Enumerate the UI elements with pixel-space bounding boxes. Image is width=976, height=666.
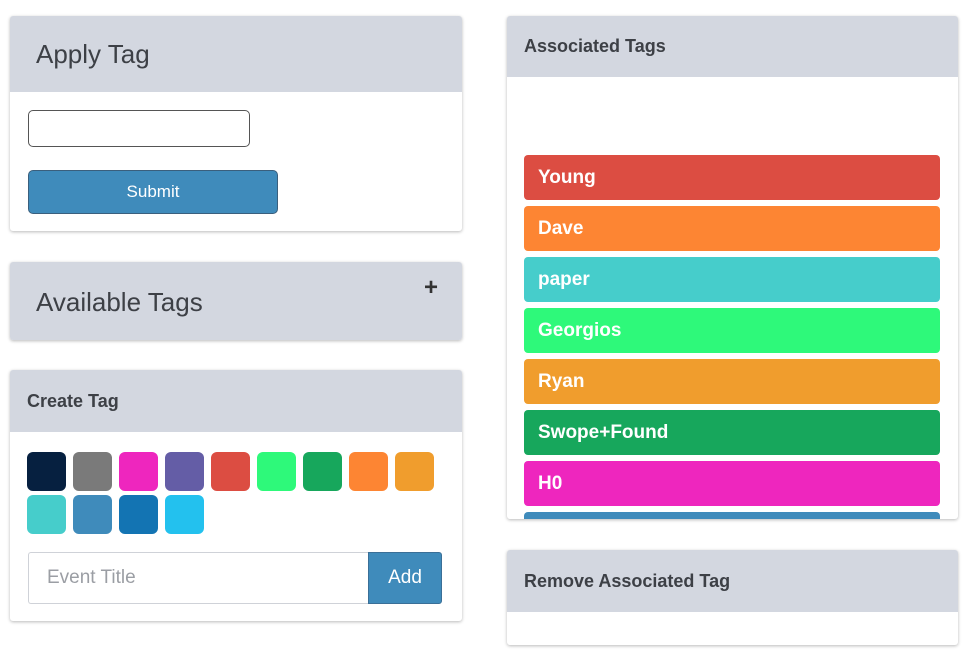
remove-associated-tag-panel: Remove Associated Tag [507, 550, 958, 645]
color-swatch[interactable] [165, 495, 204, 534]
associated-tag-item[interactable]: Swope+Found [524, 410, 940, 455]
color-swatch[interactable] [349, 452, 388, 491]
color-swatch[interactable] [73, 452, 112, 491]
associated-tags-title: Associated Tags [524, 36, 666, 56]
create-tag-title: Create Tag [27, 390, 119, 411]
tag-input[interactable] [28, 110, 250, 147]
apply-tag-header: Apply Tag [10, 16, 462, 92]
color-swatch[interactable] [303, 452, 342, 491]
associated-tag-item[interactable]: H0 [524, 461, 940, 506]
color-swatch[interactable] [27, 452, 66, 491]
associated-tags-header: Associated Tags [507, 16, 958, 77]
color-swatch[interactable] [73, 495, 112, 534]
remove-tag-title: Remove Associated Tag [524, 570, 731, 591]
apply-tag-title: Apply Tag [36, 38, 150, 69]
color-swatch[interactable] [165, 452, 204, 491]
available-tags-title: Available Tags [36, 286, 203, 317]
apply-tag-panel: Apply Tag Submit [10, 16, 462, 231]
available-tags-panel: Available Tags + [10, 262, 462, 340]
color-swatch[interactable] [257, 452, 296, 491]
associated-tag-item[interactable]: Ryan [524, 359, 940, 404]
available-tags-header[interactable]: Available Tags + [10, 262, 462, 340]
associated-tag-item[interactable]: Dave [524, 206, 940, 251]
event-title-input[interactable] [28, 552, 370, 604]
remove-tag-header: Remove Associated Tag [507, 550, 958, 612]
plus-icon[interactable]: + [423, 274, 438, 301]
associated-tag-item[interactable]: HST [524, 512, 940, 519]
add-button[interactable]: Add [368, 552, 442, 604]
color-swatch[interactable] [119, 495, 158, 534]
associated-tag-item[interactable]: Young [524, 155, 940, 200]
submit-button[interactable]: Submit [28, 170, 278, 214]
color-swatch[interactable] [395, 452, 434, 491]
create-tag-panel: Create Tag Add [10, 370, 462, 621]
create-tag-header: Create Tag [10, 370, 462, 432]
color-swatch[interactable] [119, 452, 158, 491]
associated-tag-item[interactable]: Georgios [524, 308, 940, 353]
color-swatch[interactable] [211, 452, 250, 491]
associated-tag-item[interactable]: paper [524, 257, 940, 302]
associated-tags-panel: Associated Tags Young Dave paper Georgios Ry… [507, 16, 958, 519]
color-swatch[interactable] [27, 495, 66, 534]
